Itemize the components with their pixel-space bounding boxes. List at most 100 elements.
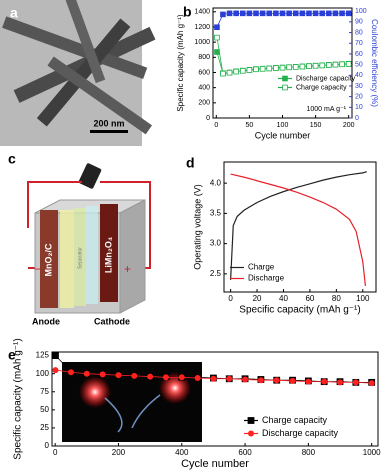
y2-axis-label: Coulombic efficiency (%): [370, 19, 379, 107]
y2-tick-label: 40: [355, 72, 363, 79]
y-tick-label: 3.0: [210, 239, 222, 248]
y2-tick-label: 10: [355, 104, 363, 111]
y2-tick-label: 70: [355, 40, 363, 47]
data-point: [162, 374, 169, 381]
plot-frame: [51, 351, 379, 447]
data-point: [246, 10, 253, 17]
data-point: [339, 10, 345, 17]
legend-label: Charge capacity: [296, 84, 347, 91]
plus-sign: +: [124, 262, 131, 276]
x-tick-label: 400: [175, 448, 189, 457]
y2-tick-label: 80: [355, 29, 363, 36]
data-point: [273, 10, 279, 17]
data-point: [319, 10, 326, 17]
y-tick-label: 1000: [194, 39, 210, 46]
separator-label: Separator: [77, 247, 83, 269]
data-point: [273, 377, 280, 384]
x-tick-label: 40: [279, 294, 288, 303]
x-tick-label: 200: [343, 122, 355, 129]
data-point: [279, 64, 286, 71]
data-point: [178, 374, 185, 381]
annotation: 1000 mA g⁻¹: [307, 106, 347, 113]
panel-label: e: [8, 347, 16, 363]
data-point: [214, 49, 220, 55]
data-point: [292, 10, 299, 17]
x-tick-label: 150: [310, 122, 322, 129]
data-point: [83, 370, 90, 377]
data-point: [194, 375, 201, 382]
y2-tick-label: 100: [355, 8, 367, 15]
legend-label: Discharge: [248, 274, 285, 283]
y2-tick-label: 50: [355, 61, 363, 68]
x-tick-label: 50: [246, 122, 254, 129]
data-point: [312, 63, 319, 69]
legend-marker: [282, 75, 288, 82]
x-axis-label: Cycle number: [181, 458, 249, 470]
panel-label: d: [186, 155, 195, 171]
y-tick-label: 3.5: [210, 209, 222, 218]
y-tick-label: 4.0: [210, 178, 222, 187]
data-point: [299, 63, 306, 70]
y-tick-label: 25: [40, 423, 49, 432]
legend-marker: [248, 430, 254, 437]
panel-label: a: [10, 5, 18, 21]
data-point: [266, 10, 273, 17]
data-point: [52, 352, 59, 360]
y-tick-label: 400: [198, 84, 210, 91]
y-tick-label: 100: [36, 369, 50, 378]
y2-tick-label: 20: [355, 93, 363, 100]
x-tick-label: 0: [214, 122, 218, 129]
data-point: [266, 65, 273, 72]
data-point: [332, 61, 339, 68]
panel-label: b: [183, 4, 192, 20]
data-point: [257, 377, 264, 384]
y-tick-label: 50: [40, 405, 49, 414]
legend-label: Discharge capacity: [296, 75, 356, 82]
y-axis-label: Specific capacity (mAh g⁻¹): [13, 338, 24, 459]
legend-label: Charge: [248, 263, 275, 272]
x-axis-label: Cycle number: [255, 130, 311, 140]
plot-frame: [223, 161, 377, 293]
data-point: [345, 61, 352, 67]
data-point: [220, 11, 226, 18]
x-tick-label: 0: [53, 448, 58, 457]
data-point: [115, 372, 122, 379]
data-point: [239, 10, 246, 17]
y-tick-label: 1400: [194, 9, 210, 16]
data-point: [131, 372, 138, 379]
anode-label: Anode: [32, 316, 60, 326]
panel-label: c: [8, 151, 16, 167]
data-point: [321, 378, 328, 385]
x-tick-label: 200: [112, 448, 126, 457]
data-point: [292, 64, 299, 70]
y-axis-label: Specific capacity (mAh g⁻¹): [176, 14, 185, 111]
data-point: [246, 67, 253, 73]
data-point: [326, 10, 332, 17]
data-point: [368, 380, 375, 387]
x-tick-label: 80: [332, 294, 341, 303]
y-tick-label: 75: [40, 387, 49, 396]
data-point: [319, 62, 326, 69]
cathode-material: LiMn₂O₄: [103, 237, 113, 273]
y-tick-label: 200: [198, 100, 210, 107]
y2-tick-label: 90: [355, 19, 363, 26]
data-point: [259, 66, 266, 72]
data-point: [305, 378, 312, 385]
y-tick-label: 2.5: [210, 269, 222, 278]
data-point: [67, 369, 74, 376]
data-point: [99, 371, 106, 378]
legend-marker: [282, 84, 288, 91]
data-point: [273, 65, 279, 71]
data-point: [289, 377, 296, 384]
x-tick-label: 600: [238, 448, 252, 457]
scale-bar-label: 200 nm: [93, 118, 124, 128]
data-point: [286, 64, 292, 71]
data-point: [253, 66, 259, 73]
data-point: [214, 34, 220, 41]
data-point: [239, 68, 246, 74]
y-tick-label: 0: [45, 441, 50, 450]
data-point: [306, 10, 312, 17]
x-tick-label: 100: [356, 294, 370, 303]
legend-label: Discharge capacity: [262, 428, 339, 438]
